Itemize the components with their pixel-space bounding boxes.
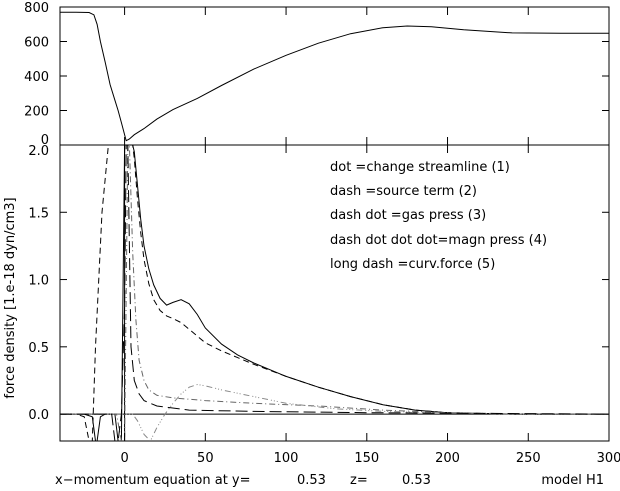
caption: x−momentum equation at y= 0.53 z= 0.53 m… [55,473,604,488]
caption-model: model H1 [541,473,604,488]
y-tick-label: 1.0 [28,274,49,289]
legend-entry: dash dot dot dot=magn press (4) [330,233,547,248]
y-tick-label: 0.5 [28,341,49,356]
caption-z-value: 0.53 [402,473,431,488]
x-tick-label: 250 [516,451,541,466]
bottom-panel-plot [60,145,609,441]
caption-equation: x−momentum equation at y= [55,473,251,488]
x-tick-label: 50 [197,451,214,466]
top-panel-frame [59,6,610,146]
series-long-dash-line [60,145,609,441]
y-tick-label: 0 [41,133,49,148]
y-tick-label: 200 [24,105,49,120]
caption-z-label: z= [350,473,368,488]
x-tick-label: 0 [120,451,128,466]
legend-entry: dot =change streamline (1) [330,160,510,175]
y-tick-label: 400 [24,70,49,85]
top-panel-plot [60,11,609,142]
caption-y-value: 0.53 [297,473,326,488]
y-tick-label: 0.0 [28,408,49,423]
series-solid-line [60,11,609,142]
series-dash-dot-line [60,145,609,441]
x-tick-label: 100 [274,451,299,466]
legend-entry: long dash =curv.force (5) [330,257,495,272]
y-tick-label: 600 [24,36,49,51]
y-tick-label: 800 [24,1,49,16]
legend-entry: dash =source term (2) [330,184,477,199]
legend-entry: dash dot =gas press (3) [330,208,486,223]
x-tick-label: 200 [435,451,460,466]
x-tick-label: 300 [597,451,620,466]
y-tick-label: 1.5 [28,206,49,221]
y-axis-label: force density [1.e-18 dyn/cm3] [3,197,18,398]
x-tick-label: 150 [354,451,379,466]
legend: dot =change streamline (1) dash =source … [330,160,547,272]
series-dash-line [60,145,609,441]
y-tick-label: 2.0 [28,144,49,159]
series-dash-dot-dot-dot-line [60,383,609,441]
bottom-panel-frame [59,144,610,442]
